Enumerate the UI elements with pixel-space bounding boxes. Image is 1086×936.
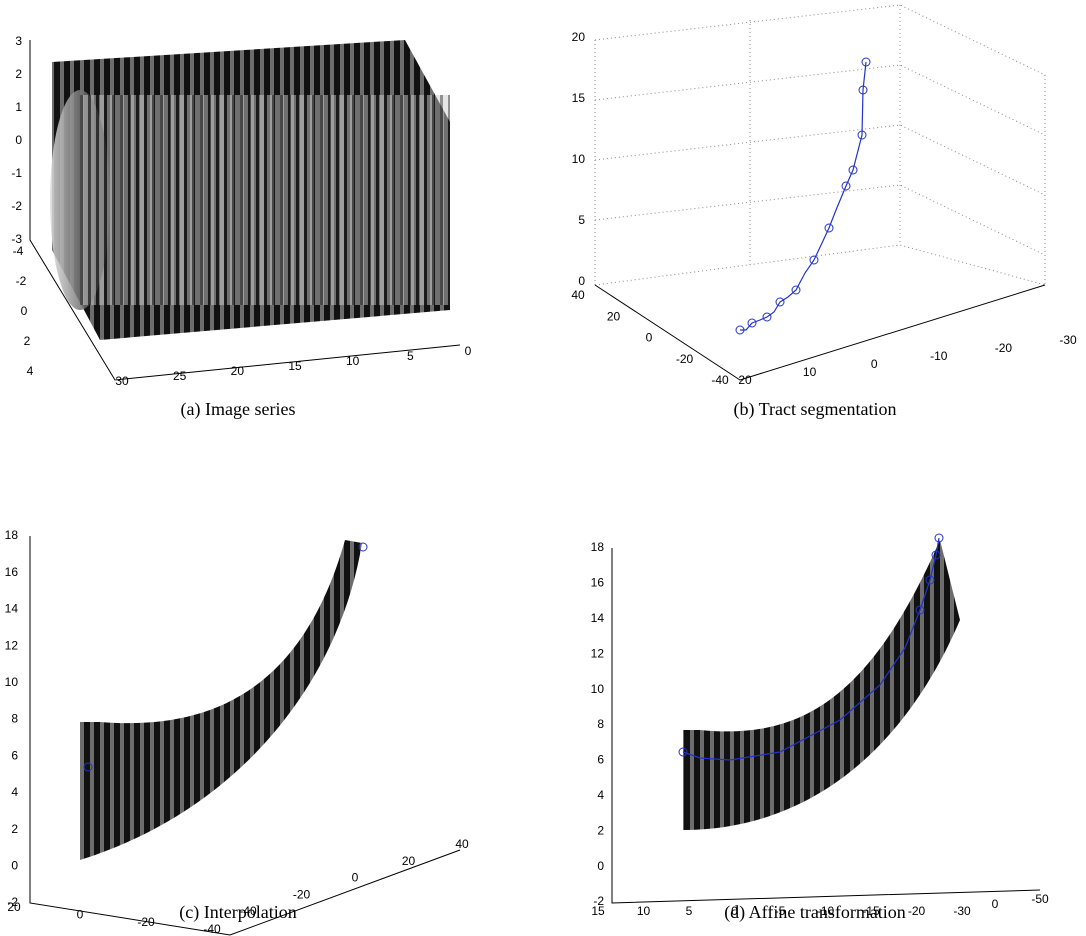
caption: (a) Image series [181,399,296,420]
tick-label: -2 [7,895,18,909]
tick-label: 8 [11,712,18,726]
tick-label: 30 [115,374,129,388]
tick-label: 2 [15,67,22,81]
tick-label: 10 [346,354,360,368]
tick-label: 3 [15,34,22,48]
tick-label: 4 [27,364,34,378]
tick-label: 12 [591,646,605,660]
tick-label: 15 [572,91,586,105]
tick-label: -30 [1059,333,1077,347]
tick-label: 0 [77,908,84,922]
tick-label: 20 [231,364,245,378]
tick-label: 20 [738,373,752,387]
tick-label: 6 [11,748,18,762]
tick-label: 14 [591,611,605,625]
caption: (c) Interpolation [179,902,296,923]
tick-label: 0 [731,904,738,918]
tick-label: 0 [646,331,653,345]
tick-label: -20 [137,915,155,929]
tick-label: 16 [591,576,605,590]
tick-label: -1 [11,166,22,180]
panel-c-art [29,536,461,936]
tick-label: 20 [607,309,621,323]
tick-label: 2 [11,822,18,836]
tick-label: 0 [597,859,604,873]
tick-label: 15 [591,904,605,918]
tick-label: 20 [572,30,586,44]
panel-b-art [594,4,1046,381]
tick-label: -15 [862,904,880,918]
tick-label: 2 [24,334,31,348]
tick-label: 5 [686,904,693,918]
tick-label: -10 [817,904,835,918]
tick-label: -40 [239,904,257,918]
caption: (d) Affine transformation [724,902,906,923]
tick-label: 0 [352,871,359,885]
panel-a-art [29,40,461,381]
tick-label: -20 [676,352,694,366]
tick-label: 0 [21,304,28,318]
tick-label: 20 [7,900,21,914]
tick-label: -5 [775,904,786,918]
tick-label: 10 [591,682,605,696]
tick-label: 4 [597,788,604,802]
tick-label: -30 [953,904,971,918]
tick-label: -2 [593,894,604,908]
tick-label: -20 [995,341,1013,355]
tick-label: -4 [13,244,24,258]
tick-label: -50 [1031,892,1049,906]
caption: (b) Tract segmentation [734,399,897,420]
tick-label: 0 [465,344,472,358]
tick-label: 14 [5,602,19,616]
tick-label: 10 [572,152,586,166]
tick-label: 0 [992,897,999,911]
tick-label: -2 [16,274,27,288]
tick-label: 40 [571,288,585,302]
tick-label: 1 [15,100,22,114]
tick-label: 5 [407,349,414,363]
tick-label: 5 [578,213,585,227]
tick-label: 6 [597,753,604,767]
tick-label: 15 [288,359,302,373]
tick-label: 40 [455,837,469,851]
tick-label: 16 [5,565,19,579]
tick-label: 18 [591,540,605,554]
tick-label: 0 [11,858,18,872]
tick-label: -20 [908,904,926,918]
tick-label: -20 [293,887,311,901]
tick-label: 0 [871,357,878,371]
tick-label: -40 [711,373,729,387]
tick-label: -40 [203,922,221,936]
tick-label: -10 [930,349,948,363]
tick-label: 0 [15,133,22,147]
tick-label: 4 [11,785,18,799]
tick-label: 20 [402,854,416,868]
tick-label: 2 [597,823,604,837]
tick-label: -3 [11,232,22,246]
tick-label: 10 [637,904,651,918]
tick-label: 10 [5,675,19,689]
tick-label: 10 [803,365,817,379]
tick-label: 0 [578,274,585,288]
tick-label: 8 [597,717,604,731]
tick-label: 12 [5,638,19,652]
tick-label: 18 [5,528,19,542]
tick-label: 25 [173,369,187,383]
tick-label: -2 [11,199,22,213]
panel-d-art [611,533,1041,904]
